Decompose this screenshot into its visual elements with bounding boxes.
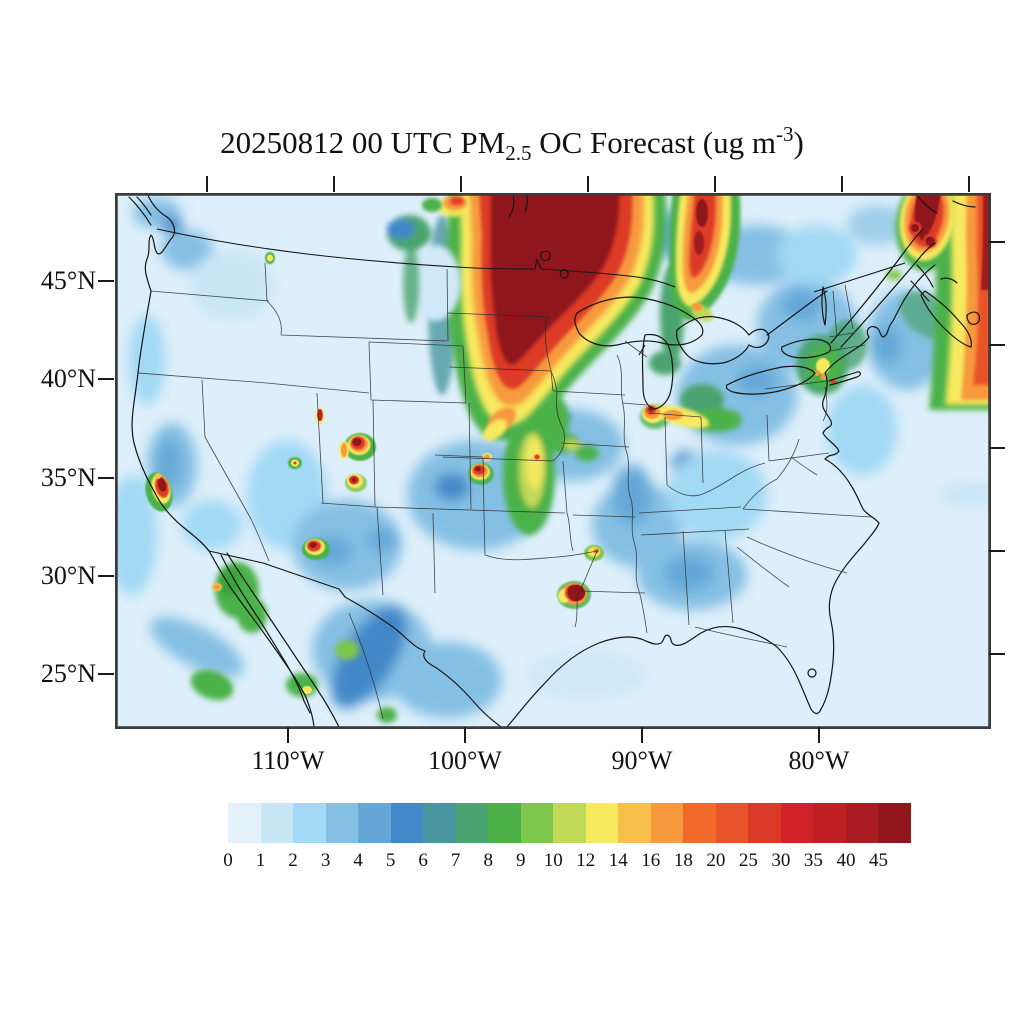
colorbar-cell [553, 803, 586, 843]
lat-tick-label: 40°N [40, 364, 96, 393]
forecast-map-canvas [117, 195, 989, 727]
hotspot-utah [339, 433, 376, 492]
geography-coastlines [128, 195, 980, 727]
hotspot-kansas-small [533, 454, 541, 460]
colorbar-tick-label: 6 [418, 850, 428, 871]
lat-tick [98, 673, 114, 675]
colorbar-cell [780, 803, 814, 843]
top-graticule-tick [968, 176, 970, 192]
lon-tick [464, 727, 466, 743]
page-title: 20250812 00 UTC PM2.5 OC Forecast (ug m-… [220, 122, 804, 165]
colorbar-cell [390, 803, 424, 843]
colorbar-tick-label: 1 [255, 850, 266, 871]
plume-main [403, 195, 667, 441]
hotspot-new-mexico [302, 538, 330, 560]
lat-tick-label: 45°N [40, 266, 96, 295]
hotspot-texas-louisiana [557, 581, 591, 609]
right-graticule-tick [989, 447, 1005, 449]
hotspot-idaho [265, 252, 275, 264]
lat-tick-label: 30°N [40, 561, 96, 590]
right-graticule-tick [989, 344, 1005, 346]
colorbar-cell [683, 803, 716, 843]
right-graticule-tick [989, 653, 1005, 655]
colorbar-tick-label: 25 [738, 850, 758, 871]
right-graticule-tick [989, 241, 1005, 243]
lon-tick-label: 100°W [428, 746, 502, 775]
colorbar-cell [618, 803, 651, 843]
plume-northeast [895, 195, 989, 410]
lat-tick [98, 477, 114, 479]
colorbar-tick-label: 2 [288, 850, 298, 871]
colorbar-cell [358, 803, 391, 843]
colorbar-cell [845, 803, 879, 843]
hotspot-new-york [814, 358, 836, 384]
colorbar-cell [423, 803, 456, 843]
colorbar-tick-label: 10 [543, 850, 563, 871]
lon-tick-label: 110°W [251, 746, 325, 775]
top-graticule-tick [333, 176, 335, 192]
colorbar-cell [748, 803, 781, 843]
lat-tick-label: 25°N [40, 659, 96, 688]
colorbar-cell [455, 803, 489, 843]
colorbar-tick-label: 35 [803, 850, 823, 871]
lon-tick [287, 727, 289, 743]
colorbar-tick-label: 16 [641, 850, 661, 871]
colorbar-cell [520, 803, 554, 843]
top-graticule-tick [714, 176, 716, 192]
geography-national-borders [156, 228, 906, 727]
colorbar-tick-label: 8 [483, 850, 493, 871]
lat-tick [98, 575, 114, 577]
colorbar-tick-label: 5 [385, 850, 396, 871]
geography-lakes [508, 195, 832, 410]
lon-tick [641, 727, 643, 743]
right-graticule-tick [989, 550, 1005, 552]
colorbar-tick-label: 0 [223, 850, 233, 871]
hotspot-nevada-utah [315, 408, 325, 424]
top-graticule-tick [206, 176, 208, 192]
colorbar-cell [260, 803, 294, 843]
colorbar-cell [715, 803, 749, 843]
colorbar [228, 803, 911, 843]
colorbar-cell [325, 803, 359, 843]
hotspot-chicago [640, 405, 710, 429]
hotspots [145, 252, 836, 694]
colorbar-tick-label: 9 [515, 850, 526, 871]
forecast-map [115, 193, 991, 729]
colorbar-cell [228, 803, 261, 843]
colorbar-tick-label: 4 [353, 850, 363, 871]
colorbar-cell [293, 803, 326, 843]
colorbar-tick-label: 18 [673, 850, 693, 871]
top-graticule-tick [587, 176, 589, 192]
colorbar-cell [878, 803, 911, 843]
colorbar-tick-label: 12 [576, 850, 596, 871]
colorbar-tick-label: 7 [450, 850, 461, 871]
colorbar-tick-label: 45 [868, 850, 888, 871]
lon-tick-label: 90°W [611, 746, 673, 775]
colorbar-tick-label: 3 [320, 850, 331, 871]
colorbar-cell [813, 803, 846, 843]
hotspot-small-west [288, 457, 302, 469]
colorbar-tick-label: 30 [771, 850, 791, 871]
colorbar-tick-label: 20 [706, 850, 726, 871]
lat-tick-label: 35°N [40, 463, 96, 492]
top-graticule-tick [841, 176, 843, 192]
top-graticule-tick [460, 176, 462, 192]
colorbar-cell [650, 803, 684, 843]
lat-tick [98, 378, 114, 380]
colorbar-cell [488, 803, 521, 843]
colorbar-tick-label: 40 [836, 850, 856, 871]
lon-tick [818, 727, 820, 743]
hotspot-sonora [212, 583, 312, 694]
geography-state-borders [137, 262, 872, 720]
plume-east-streak [669, 195, 741, 322]
colorbar-cell [585, 803, 619, 843]
lon-tick-label: 80°W [788, 746, 850, 775]
lat-tick [98, 280, 114, 282]
colorbar-tick-label: 14 [608, 850, 628, 871]
